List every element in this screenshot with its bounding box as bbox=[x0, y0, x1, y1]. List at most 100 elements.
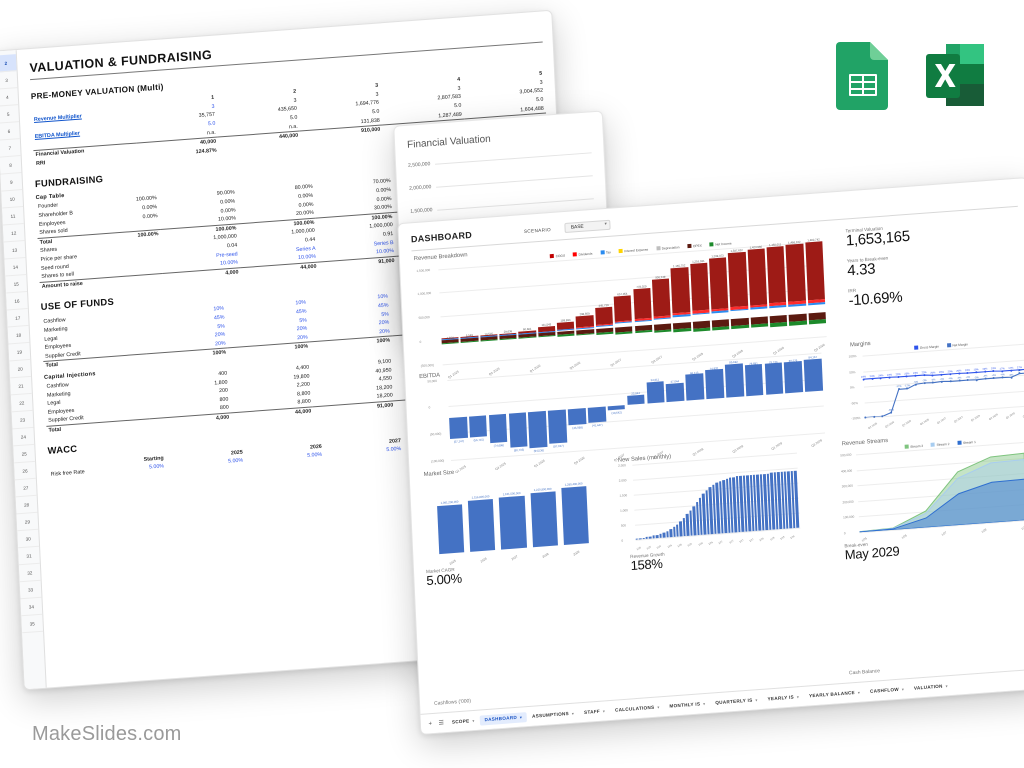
row-header[interactable]: 21 bbox=[10, 376, 32, 396]
data-label: (57,147) bbox=[453, 439, 465, 445]
bar-negative bbox=[595, 327, 614, 335]
bar-segment-cogs bbox=[594, 306, 614, 325]
bar bbox=[567, 407, 587, 426]
data-label: -17% bbox=[904, 384, 911, 388]
row-header[interactable]: 24 bbox=[12, 427, 35, 447]
row-header[interactable]: 26 bbox=[14, 461, 36, 481]
bar-segment-net-income bbox=[789, 320, 807, 326]
row-header[interactable]: 17 bbox=[6, 308, 29, 328]
data-label: (10,642) bbox=[611, 410, 622, 415]
axis-tick-label: Q1 2025 bbox=[867, 422, 878, 430]
bar bbox=[805, 241, 826, 314]
sheet-tab-bar[interactable]: + ☰ SCOPEDASHBOARDASSUMPTIONSSTAFFCALCUL… bbox=[420, 667, 1024, 734]
data-label: 24% bbox=[878, 373, 884, 378]
data-label: -17% bbox=[895, 385, 902, 389]
row-header[interactable]: 15 bbox=[5, 274, 28, 294]
row-header[interactable]: 29 bbox=[16, 512, 39, 532]
row-header[interactable]: 18 bbox=[7, 325, 30, 345]
legend-label: Depreciation bbox=[661, 245, 680, 251]
row-label-cell: Amount to raise bbox=[39, 278, 85, 292]
legend-label: Gross Margin bbox=[919, 343, 940, 350]
legend-swatch bbox=[904, 443, 909, 449]
bar bbox=[670, 266, 691, 323]
row-header[interactable]: 11 bbox=[2, 207, 24, 226]
legend-item: OPEX bbox=[687, 243, 702, 249]
row-header[interactable]: 8 bbox=[0, 156, 22, 175]
row-header[interactable]: 23 bbox=[11, 410, 34, 430]
row-header[interactable]: 10 bbox=[1, 190, 24, 209]
row-header[interactable]: 30 bbox=[17, 529, 40, 549]
row-header[interactable]: 28 bbox=[15, 495, 38, 515]
sheet-tab-quarterly-is[interactable]: QUARTERLY IS bbox=[710, 694, 763, 708]
bar-segment-cogs bbox=[747, 248, 768, 306]
row-header[interactable]: 16 bbox=[6, 291, 28, 311]
bar bbox=[666, 382, 685, 402]
data-label: 23% bbox=[921, 370, 927, 375]
sheet-tab-yearly-balance[interactable]: YEARLY BALANCE bbox=[804, 687, 865, 701]
sheet-tab-valuation[interactable]: VALUATION bbox=[909, 680, 953, 693]
sheet-tab-staff[interactable]: STAFF bbox=[579, 706, 610, 718]
row-header[interactable]: 20 bbox=[9, 359, 32, 379]
row-header[interactable]: 2 bbox=[0, 54, 17, 73]
row-header[interactable]: 3 bbox=[0, 71, 18, 90]
axis-tick-label: 2,000,000 bbox=[409, 184, 432, 192]
data-label: 84,167 bbox=[808, 354, 818, 360]
row-header[interactable]: 19 bbox=[8, 342, 31, 362]
row-header[interactable]: 6 bbox=[0, 122, 20, 141]
row-header[interactable]: 32 bbox=[18, 563, 41, 583]
legend-item: Net Margin bbox=[946, 341, 969, 347]
bar-segment-cogs bbox=[805, 241, 825, 301]
legend-item: COGS bbox=[550, 253, 565, 259]
row-header[interactable]: 12 bbox=[2, 224, 25, 243]
row-header[interactable]: 27 bbox=[14, 478, 37, 498]
legend-swatch bbox=[550, 253, 555, 259]
data-label: (74,686) bbox=[493, 443, 505, 448]
bar bbox=[747, 248, 768, 318]
axis-tick-label: 1/25 bbox=[646, 544, 652, 550]
axis-tick-label: 0 bbox=[843, 531, 846, 536]
scenario-select[interactable]: BASE bbox=[564, 219, 612, 234]
data-label: 778,029 bbox=[636, 284, 647, 289]
dashboard-sheet[interactable]: DASHBOARD SCENARIO BASE Revenue Breakdow… bbox=[397, 177, 1024, 735]
row-header[interactable]: 4 bbox=[0, 88, 19, 107]
sheet-tab-scope[interactable]: SCOPE bbox=[447, 715, 480, 727]
row-header[interactable]: 14 bbox=[4, 257, 27, 277]
row-header[interactable]: 31 bbox=[18, 546, 40, 566]
bar-negative bbox=[711, 319, 730, 331]
sheet-tab-dashboard[interactable]: DASHBOARD bbox=[479, 711, 528, 726]
legend-label: Stream 3 bbox=[910, 443, 924, 449]
data-label: 657,054 bbox=[617, 291, 628, 296]
data-label: 80,276 bbox=[788, 357, 798, 363]
data-label: 936,249 bbox=[655, 275, 666, 280]
axis-tick-label: Q3 2028 bbox=[988, 413, 999, 422]
sheet-tab-assumptions[interactable]: ASSUMPTIONS bbox=[527, 708, 579, 722]
sheet-tab-calculations[interactable]: CALCULATIONS bbox=[610, 702, 665, 716]
row-header[interactable]: 25 bbox=[13, 444, 36, 464]
bar bbox=[724, 363, 744, 398]
bar bbox=[766, 245, 787, 316]
data-label: 24% bbox=[886, 373, 893, 377]
add-sheet-icon[interactable]: + bbox=[428, 720, 433, 727]
row-header[interactable]: 5 bbox=[0, 105, 20, 124]
sheet-tab-yearly-is[interactable]: YEARLY IS bbox=[762, 691, 804, 704]
row-header[interactable]: 22 bbox=[10, 393, 33, 413]
sheet-tab-cashflow[interactable]: CASHFLOW bbox=[865, 684, 909, 697]
row-header[interactable]: 13 bbox=[3, 240, 26, 260]
axis-tick-label: 1/27 bbox=[718, 539, 724, 545]
bar-negative bbox=[731, 317, 749, 330]
sheet-tab-monthly-is[interactable]: MONTHLY IS bbox=[664, 698, 710, 711]
legend-label: Stream 1 bbox=[962, 439, 976, 445]
all-sheets-icon[interactable]: ☰ bbox=[438, 720, 445, 727]
bar-segment-net-income bbox=[499, 337, 517, 341]
axis-tick-label: 1,000,000 bbox=[417, 291, 432, 297]
row-header[interactable]: 7 bbox=[0, 139, 21, 158]
row-header[interactable]: 33 bbox=[19, 580, 42, 600]
data-label: 5,549 bbox=[465, 333, 473, 339]
data-label: 24% bbox=[860, 374, 867, 379]
axis-tick-label: 1,500,000 bbox=[410, 207, 433, 215]
legend-label: Net Margin bbox=[952, 341, 969, 347]
row-header[interactable]: 34 bbox=[20, 597, 43, 617]
bar-negative bbox=[692, 320, 711, 332]
row-header[interactable]: 35 bbox=[21, 614, 44, 634]
row-header[interactable]: 9 bbox=[0, 173, 23, 192]
